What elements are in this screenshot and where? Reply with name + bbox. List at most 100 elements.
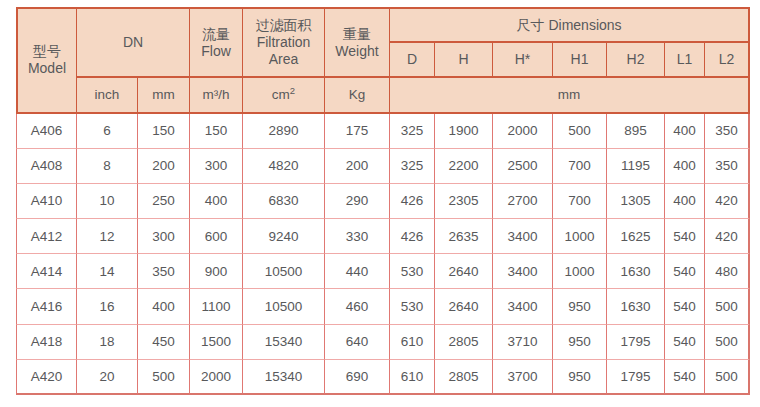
cell-dim-h: 2640 (435, 254, 493, 289)
cell-dim-d: 610 (390, 360, 435, 395)
cell-dim-h: 2805 (435, 360, 493, 395)
cell-dim-h2: 1195 (607, 149, 665, 184)
unit-area: cm2 (243, 78, 325, 113)
cell-dim-h: 3400 (493, 219, 553, 254)
cell-dim-d: 325 (390, 114, 435, 149)
cell-dim-l1: 540 (665, 325, 705, 360)
cell-mm: 300 (138, 219, 190, 254)
cell-dim-h: 2305 (435, 184, 493, 219)
cell-dim-l1: 540 (665, 219, 705, 254)
cell-inch: 14 (77, 254, 138, 289)
cell-dim-h2: 1795 (607, 325, 665, 360)
cell-area: 10500 (243, 289, 325, 324)
cell-flow: 400 (190, 184, 243, 219)
cell-inch: 20 (77, 360, 138, 395)
cell-flow: 1500 (190, 325, 243, 360)
cell-dim-l1: 400 (665, 184, 705, 219)
cell-dim-h: 2000 (493, 114, 553, 149)
header-dim-h1: H1 (553, 43, 607, 78)
cell-dim-d: 530 (390, 254, 435, 289)
cell-dim-h2: 1625 (607, 219, 665, 254)
cell-dim-h: 2635 (435, 219, 493, 254)
cell-flow: 150 (190, 114, 243, 149)
cell-model: A414 (16, 254, 77, 289)
cell-mm: 350 (138, 254, 190, 289)
cell-mm: 450 (138, 325, 190, 360)
cell-dim-h1: 500 (553, 114, 607, 149)
cell-dim-h1: 950 (553, 289, 607, 324)
cell-dim-h: 2500 (493, 149, 553, 184)
cell-dim-l1: 540 (665, 254, 705, 289)
unit-flow: m³/h (190, 78, 243, 113)
cell-flow: 600 (190, 219, 243, 254)
unit-inch: inch (77, 78, 138, 113)
spec-table: 型号 Model DN 流量 Flow 过滤面积 Filtration Area… (16, 7, 750, 395)
cell-dim-l1: 540 (665, 289, 705, 324)
cell-dim-l2: 500 (705, 325, 750, 360)
cell-dim-h1: 700 (553, 184, 607, 219)
header-dn: DN (77, 7, 190, 78)
cell-dim-h: 3700 (493, 360, 553, 395)
cell-dim-d: 530 (390, 289, 435, 324)
cell-dim-h1: 700 (553, 149, 607, 184)
cell-mm: 150 (138, 114, 190, 149)
cell-weight: 175 (325, 114, 390, 149)
cell-dim-h2: 1305 (607, 184, 665, 219)
unit-mm: mm (138, 78, 190, 113)
cell-mm: 400 (138, 289, 190, 324)
header-dim-h: H* (493, 43, 553, 78)
cell-flow: 900 (190, 254, 243, 289)
table-row: A418184501500153406406102805371095017955… (16, 325, 750, 360)
cell-flow: 1100 (190, 289, 243, 324)
cell-dim-l2: 420 (705, 219, 750, 254)
unit-weight: Kg (325, 78, 390, 113)
cell-inch: 8 (77, 149, 138, 184)
cell-inch: 12 (77, 219, 138, 254)
cell-dim-l2: 500 (705, 360, 750, 395)
cell-dim-d: 610 (390, 325, 435, 360)
cell-weight: 440 (325, 254, 390, 289)
cell-dim-l2: 350 (705, 114, 750, 149)
cell-dim-h2: 895 (607, 114, 665, 149)
cell-area: 4820 (243, 149, 325, 184)
cell-dim-h1: 1000 (553, 254, 607, 289)
header-dim-h: H (435, 43, 493, 78)
cell-inch: 16 (77, 289, 138, 324)
cell-dim-h: 3400 (493, 254, 553, 289)
cell-weight: 640 (325, 325, 390, 360)
cell-dim-h1: 950 (553, 360, 607, 395)
cell-dim-l1: 540 (665, 360, 705, 395)
cell-dim-h: 3710 (493, 325, 553, 360)
cell-model: A420 (16, 360, 77, 395)
cell-dim-d: 426 (390, 184, 435, 219)
cell-mm: 200 (138, 149, 190, 184)
cell-model: A418 (16, 325, 77, 360)
header-flow: 流量 Flow (190, 7, 243, 78)
cell-area: 15340 (243, 325, 325, 360)
cell-flow: 2000 (190, 360, 243, 395)
cell-mm: 250 (138, 184, 190, 219)
cell-flow: 300 (190, 149, 243, 184)
cell-area: 9240 (243, 219, 325, 254)
header-dim-d: D (390, 43, 435, 78)
cell-area: 2890 (243, 114, 325, 149)
table-row: A406615015028901753251900200050089540035… (16, 114, 750, 149)
table-row: A412123006009240330426263534001000162554… (16, 219, 750, 254)
cell-weight: 330 (325, 219, 390, 254)
cell-model: A406 (16, 114, 77, 149)
cell-dim-h2: 1630 (607, 289, 665, 324)
cell-dim-h: 3400 (493, 289, 553, 324)
cell-dim-h: 2200 (435, 149, 493, 184)
header-dim-l2: L2 (705, 43, 750, 78)
cell-inch: 6 (77, 114, 138, 149)
cell-dim-l1: 400 (665, 114, 705, 149)
header-weight: 重量 Weight (325, 7, 390, 78)
table-row: A420205002000153406906102805370095017955… (16, 360, 750, 395)
cell-inch: 10 (77, 184, 138, 219)
cell-dim-l2: 420 (705, 184, 750, 219)
cell-weight: 290 (325, 184, 390, 219)
table-row: A408820030048202003252200250070011954003… (16, 149, 750, 184)
cell-area: 6830 (243, 184, 325, 219)
unit-dimensions: mm (390, 78, 750, 113)
cell-model: A412 (16, 219, 77, 254)
